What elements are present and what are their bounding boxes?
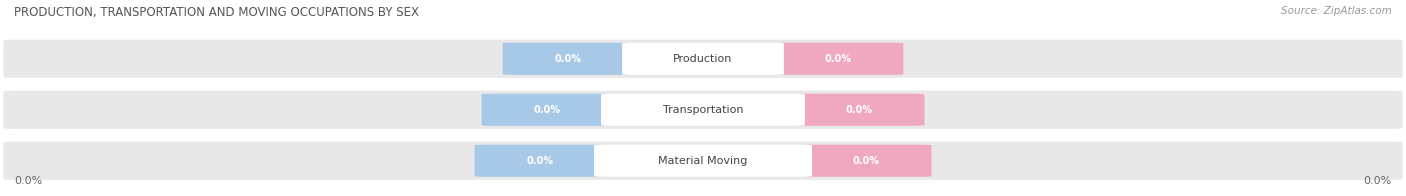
- FancyBboxPatch shape: [3, 40, 1403, 78]
- Text: 0.0%: 0.0%: [825, 54, 852, 64]
- FancyBboxPatch shape: [481, 94, 612, 126]
- FancyBboxPatch shape: [3, 142, 1403, 180]
- Text: 0.0%: 0.0%: [1364, 176, 1392, 186]
- Text: Production: Production: [673, 54, 733, 64]
- Text: Source: ZipAtlas.com: Source: ZipAtlas.com: [1281, 6, 1392, 16]
- Text: 0.0%: 0.0%: [526, 156, 553, 166]
- FancyBboxPatch shape: [593, 145, 813, 177]
- Text: 0.0%: 0.0%: [853, 156, 880, 166]
- FancyBboxPatch shape: [3, 91, 1403, 129]
- FancyBboxPatch shape: [503, 43, 633, 75]
- FancyBboxPatch shape: [621, 43, 785, 75]
- Text: 0.0%: 0.0%: [14, 176, 42, 186]
- Text: 0.0%: 0.0%: [554, 54, 581, 64]
- Text: Material Moving: Material Moving: [658, 156, 748, 166]
- FancyBboxPatch shape: [794, 94, 925, 126]
- Text: 0.0%: 0.0%: [533, 105, 560, 115]
- FancyBboxPatch shape: [602, 94, 806, 126]
- Text: Transportation: Transportation: [662, 105, 744, 115]
- FancyBboxPatch shape: [475, 145, 605, 177]
- Text: 0.0%: 0.0%: [846, 105, 873, 115]
- FancyBboxPatch shape: [773, 43, 904, 75]
- Text: PRODUCTION, TRANSPORTATION AND MOVING OCCUPATIONS BY SEX: PRODUCTION, TRANSPORTATION AND MOVING OC…: [14, 6, 419, 19]
- FancyBboxPatch shape: [801, 145, 932, 177]
